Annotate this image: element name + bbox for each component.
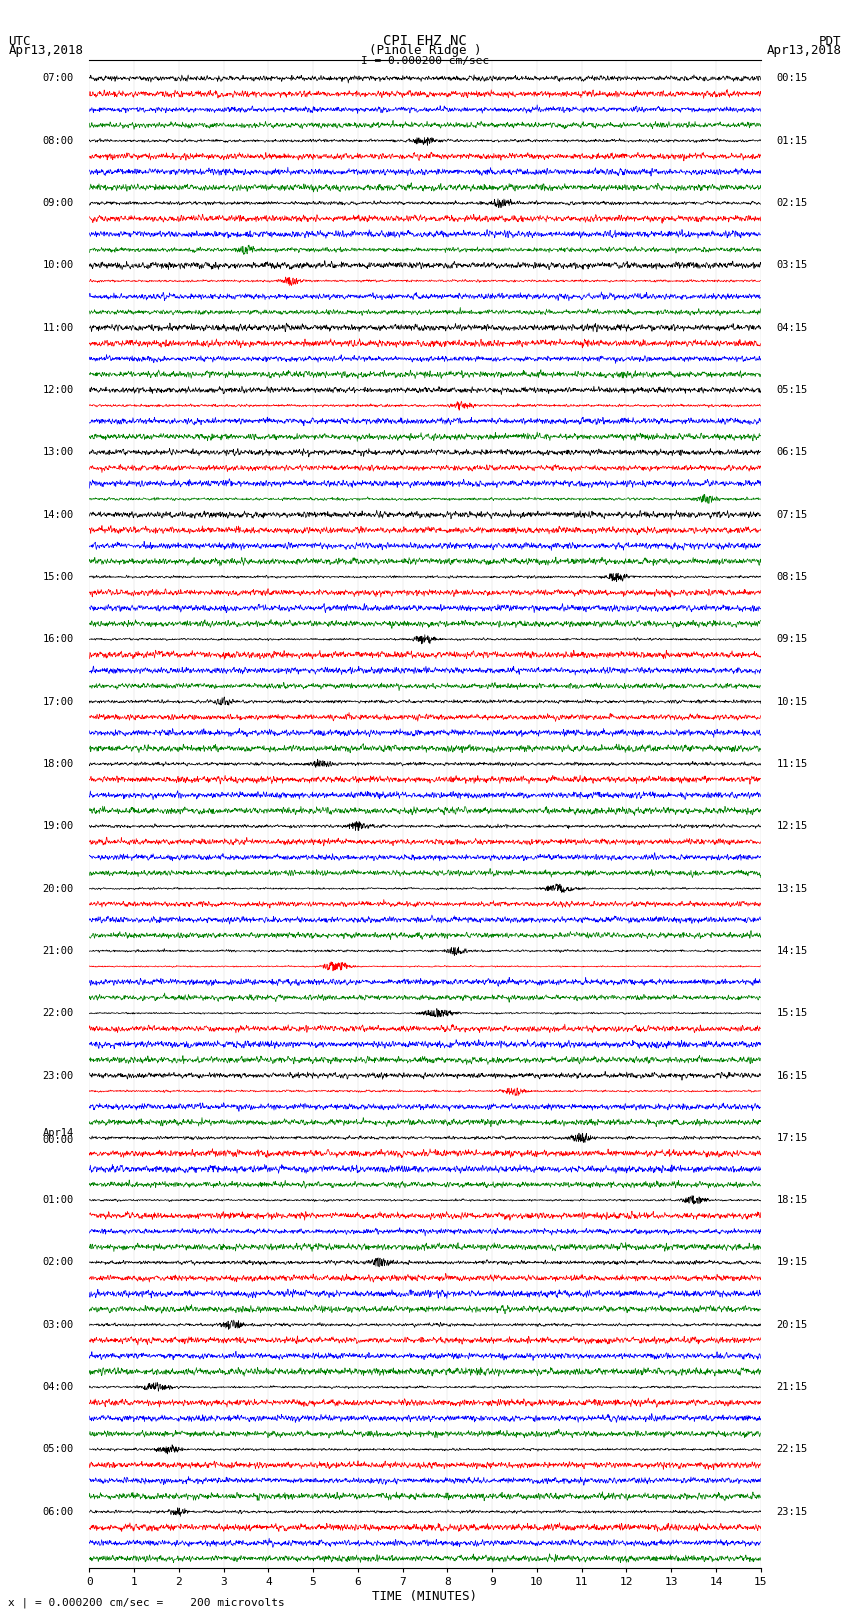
Text: 02:00: 02:00 [42,1258,74,1268]
Text: 13:00: 13:00 [42,447,74,458]
Text: 05:00: 05:00 [42,1444,74,1455]
Text: 03:00: 03:00 [42,1319,74,1329]
Text: 23:15: 23:15 [776,1507,808,1516]
Text: 04:00: 04:00 [42,1382,74,1392]
Text: 12:00: 12:00 [42,386,74,395]
Text: 05:15: 05:15 [776,386,808,395]
Text: 22:15: 22:15 [776,1444,808,1455]
Text: 20:15: 20:15 [776,1319,808,1329]
Text: PDT: PDT [819,34,842,47]
Text: 00:00: 00:00 [42,1134,74,1145]
Text: 19:00: 19:00 [42,821,74,831]
Text: x | = 0.000200 cm/sec =    200 microvolts: x | = 0.000200 cm/sec = 200 microvolts [8,1597,286,1608]
Text: 23:00: 23:00 [42,1071,74,1081]
Text: UTC: UTC [8,34,31,47]
Text: 03:15: 03:15 [776,260,808,271]
Text: 08:15: 08:15 [776,573,808,582]
Text: I = 0.000200 cm/sec: I = 0.000200 cm/sec [361,56,489,66]
Text: 07:15: 07:15 [776,510,808,519]
Text: 04:15: 04:15 [776,323,808,332]
Text: 01:00: 01:00 [42,1195,74,1205]
Text: 07:00: 07:00 [42,73,74,84]
Text: 10:00: 10:00 [42,260,74,271]
Text: 19:15: 19:15 [776,1258,808,1268]
Text: 06:15: 06:15 [776,447,808,458]
Text: 15:15: 15:15 [776,1008,808,1018]
Text: 18:00: 18:00 [42,758,74,769]
Text: 09:00: 09:00 [42,198,74,208]
Text: 21:00: 21:00 [42,945,74,957]
Text: 06:00: 06:00 [42,1507,74,1516]
Text: 11:15: 11:15 [776,758,808,769]
Text: 02:15: 02:15 [776,198,808,208]
Text: 12:15: 12:15 [776,821,808,831]
Text: 09:15: 09:15 [776,634,808,644]
Text: 20:00: 20:00 [42,884,74,894]
Text: 17:00: 17:00 [42,697,74,706]
Text: Apr13,2018: Apr13,2018 [767,44,842,56]
Text: 21:15: 21:15 [776,1382,808,1392]
Text: 16:15: 16:15 [776,1071,808,1081]
Text: 18:15: 18:15 [776,1195,808,1205]
Text: 00:15: 00:15 [776,73,808,84]
Text: Apr14: Apr14 [42,1129,74,1139]
Text: 17:15: 17:15 [776,1132,808,1144]
Text: Apr13,2018: Apr13,2018 [8,44,83,56]
Text: 10:15: 10:15 [776,697,808,706]
X-axis label: TIME (MINUTES): TIME (MINUTES) [372,1590,478,1603]
Text: 11:00: 11:00 [42,323,74,332]
Text: 01:15: 01:15 [776,135,808,145]
Text: 22:00: 22:00 [42,1008,74,1018]
Text: CPI EHZ NC: CPI EHZ NC [383,34,467,47]
Text: 15:00: 15:00 [42,573,74,582]
Text: (Pinole Ridge ): (Pinole Ridge ) [369,44,481,56]
Text: 14:00: 14:00 [42,510,74,519]
Text: 14:15: 14:15 [776,945,808,957]
Text: 16:00: 16:00 [42,634,74,644]
Text: 08:00: 08:00 [42,135,74,145]
Text: 13:15: 13:15 [776,884,808,894]
